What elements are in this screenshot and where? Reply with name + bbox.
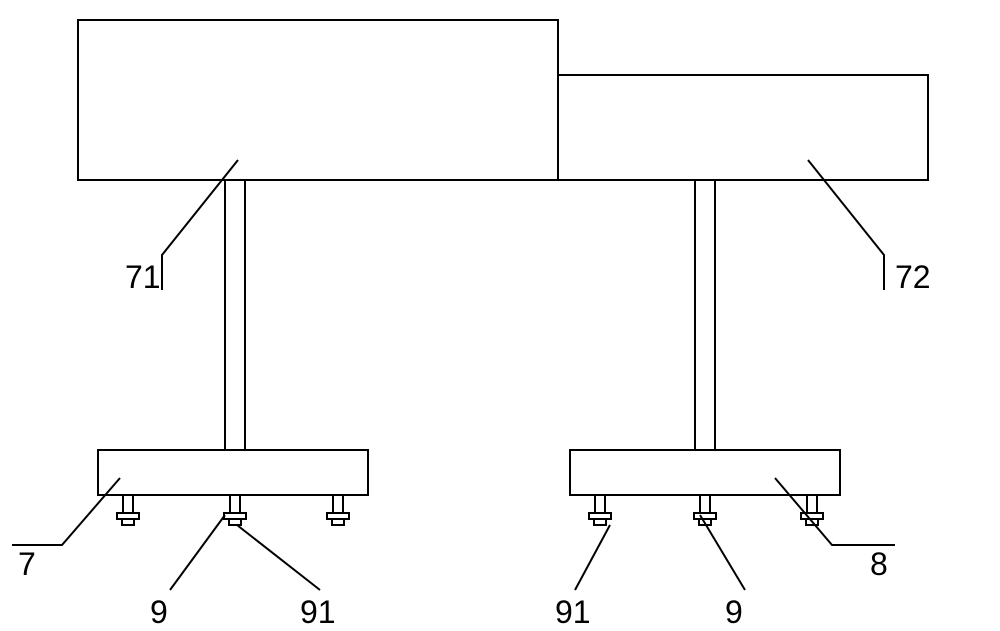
engineering-diagram <box>0 0 1000 631</box>
callout-91: 91 <box>555 594 591 631</box>
callout-7: 7 <box>18 546 36 583</box>
callout-9: 9 <box>150 594 168 631</box>
callout-8: 8 <box>870 546 888 583</box>
callout-91: 91 <box>300 594 336 631</box>
callout-71: 71 <box>125 259 161 296</box>
callout-9: 9 <box>725 594 743 631</box>
callout-72: 72 <box>895 259 931 296</box>
